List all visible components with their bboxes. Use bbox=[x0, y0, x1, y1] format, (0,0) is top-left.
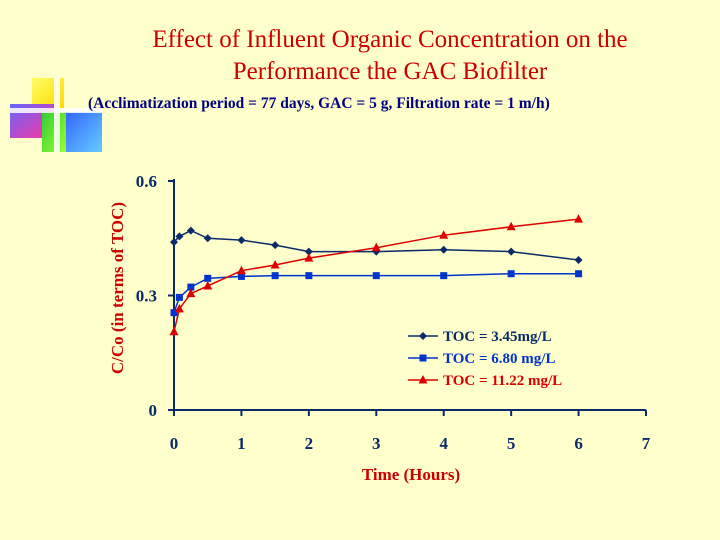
data-point-diamond bbox=[574, 256, 583, 265]
data-point-square bbox=[187, 283, 195, 291]
data-point-square bbox=[507, 270, 515, 278]
data-point-diamond bbox=[203, 234, 212, 243]
legend-entry-1: TOC = 3.45mg/L bbox=[408, 329, 552, 345]
data-point-triangle bbox=[169, 326, 179, 336]
data-point-diamond bbox=[170, 238, 178, 247]
data-point-square bbox=[575, 270, 583, 278]
legend-entry-2: TOC = 6.80 mg/L bbox=[408, 351, 555, 367]
data-point-triangle bbox=[439, 230, 449, 239]
chart-axes bbox=[173, 179, 646, 411]
legend-label: TOC = 3.45mg/L bbox=[443, 329, 552, 345]
x-tick-label: 1 bbox=[237, 434, 246, 453]
y-axis-label: C/Co (in terms of TOC) bbox=[108, 202, 127, 374]
chart-ticks: 0 1 2 3 4 5 6 7 0 0.3 0.6 bbox=[136, 172, 651, 453]
data-point-triangle bbox=[506, 221, 516, 231]
data-point-square bbox=[204, 274, 212, 282]
title-line-2: Performance the GAC Biofilter bbox=[232, 58, 548, 85]
data-point-square bbox=[175, 293, 183, 301]
data-point-square bbox=[305, 272, 313, 280]
title-line-1: Effect of Influent Organic Concentration… bbox=[152, 26, 628, 53]
data-point-square bbox=[237, 272, 245, 280]
data-point-triangle bbox=[236, 265, 246, 275]
data-point-square bbox=[419, 354, 427, 362]
legend-label: TOC = 11.22 mg/L bbox=[443, 373, 562, 389]
x-tick-label: 7 bbox=[642, 434, 651, 453]
decorative-squares-graphic bbox=[10, 78, 102, 152]
data-point-square bbox=[440, 272, 448, 280]
legend-entry-3: TOC = 11.22 mg/L bbox=[408, 373, 562, 389]
data-point-diamond bbox=[271, 241, 280, 250]
data-point-triangle bbox=[574, 214, 584, 223]
series-3 bbox=[169, 214, 584, 336]
series-1 bbox=[170, 226, 583, 265]
x-axis-label: Time (Hours) bbox=[362, 465, 460, 484]
data-point-square bbox=[271, 272, 279, 280]
data-point-triangle bbox=[186, 288, 196, 298]
data-point-triangle bbox=[418, 375, 428, 384]
x-tick-label: 0 bbox=[170, 434, 179, 453]
data-point-diamond bbox=[507, 247, 516, 256]
data-point-triangle bbox=[371, 242, 381, 252]
page-title: Effect of Influent Organic Concentration… bbox=[60, 24, 720, 88]
data-point-diamond bbox=[237, 236, 246, 245]
data-point-triangle bbox=[203, 280, 213, 290]
data-point-triangle bbox=[174, 303, 184, 313]
y-tick-label: 0 bbox=[149, 401, 158, 420]
x-tick-label: 4 bbox=[439, 434, 448, 453]
series-2 bbox=[170, 270, 583, 317]
chart-series bbox=[169, 214, 584, 336]
data-point-triangle bbox=[304, 253, 314, 262]
series-line bbox=[173, 272, 579, 313]
x-tick-label: 2 bbox=[305, 434, 314, 453]
data-point-triangle bbox=[270, 259, 280, 269]
x-tick-label: 5 bbox=[507, 434, 516, 453]
data-point-diamond bbox=[186, 226, 195, 235]
x-tick-label: 3 bbox=[372, 434, 381, 453]
y-tick-label: 0.3 bbox=[136, 287, 157, 306]
legend-label: TOC = 6.80 mg/L bbox=[443, 351, 555, 367]
decorative-corner-squares bbox=[8, 76, 108, 156]
chart-legend: TOC = 3.45mg/L TOC = 6.80 mg/L TOC = 11.22… bbox=[408, 329, 562, 389]
data-point-diamond bbox=[419, 332, 427, 340]
page-subtitle: (Acclimatization period = 77 days, GAC =… bbox=[88, 95, 550, 112]
data-point-diamond bbox=[175, 232, 184, 241]
data-point-diamond bbox=[439, 245, 448, 254]
data-point-square bbox=[372, 272, 380, 280]
y-tick-label: 0.6 bbox=[136, 172, 157, 191]
data-point-square bbox=[170, 309, 178, 317]
data-point-diamond bbox=[304, 247, 313, 256]
x-tick-label: 6 bbox=[574, 434, 583, 453]
